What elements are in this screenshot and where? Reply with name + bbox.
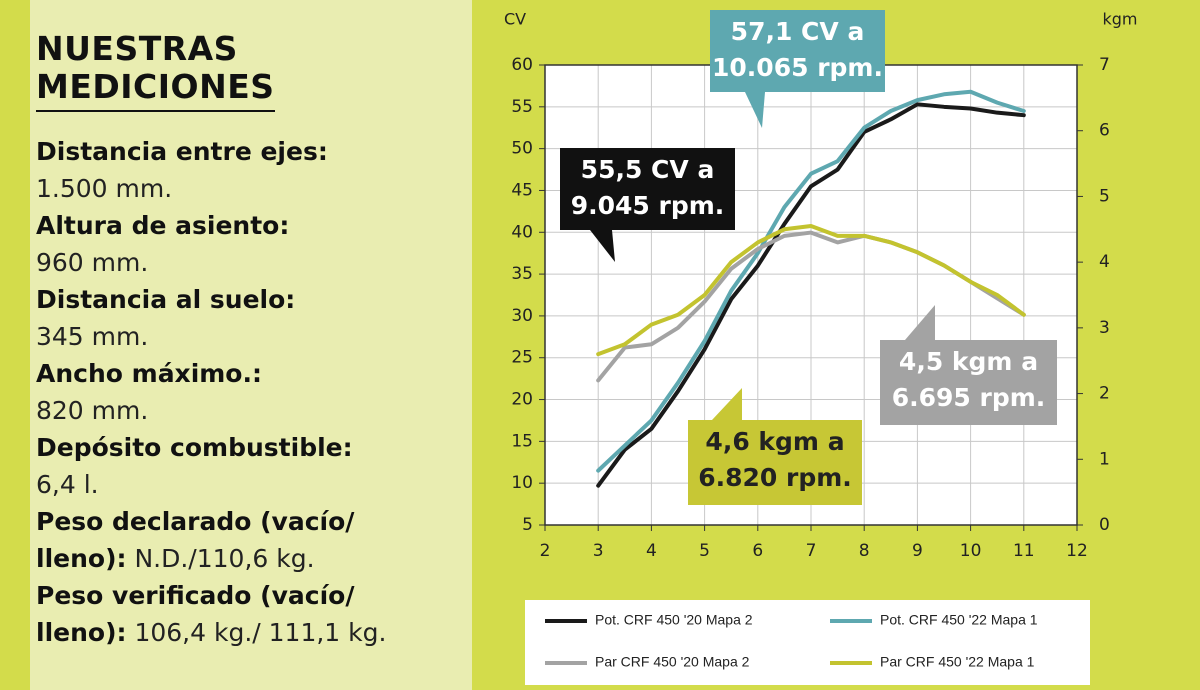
- legend-label: Pot. CRF 450 '22 Mapa 1: [880, 612, 1038, 628]
- spec-label: Peso verificado (vacío/ lleno):: [36, 581, 355, 647]
- spec-value: 960 mm.: [36, 248, 149, 277]
- x-tick-label: 11: [1013, 541, 1035, 561]
- legend-label: Par CRF 450 '22 Mapa 1: [880, 654, 1035, 670]
- x-tick-label: 10: [960, 541, 982, 561]
- callout-text: 9.045 rpm.: [571, 191, 725, 220]
- callout-box: [880, 340, 1057, 425]
- legend-label: Pot. CRF 450 '20 Mapa 2: [595, 612, 753, 628]
- callout-text: 57,1 CV a: [731, 17, 865, 46]
- spec: Peso declarado (vacío/ lleno): N.D./110,…: [36, 503, 436, 577]
- spec-list: Distancia entre ejes: 1.500 mm. Altura de…: [36, 133, 436, 651]
- callout-pointer: [745, 92, 765, 128]
- x-tick-label: 6: [752, 541, 763, 561]
- callout-box: [560, 148, 735, 230]
- callout-text: 6.820 rpm.: [698, 463, 852, 492]
- title-line: NUESTRAS: [36, 29, 238, 68]
- y-tick-label: 20: [511, 390, 533, 410]
- spec-value: 345 mm.: [36, 322, 149, 351]
- spec-label: Depósito combustible:: [36, 433, 353, 462]
- callout-pointer: [590, 230, 615, 262]
- callout-text: 55,5 CV a: [581, 155, 715, 184]
- y-tick-label: 50: [511, 139, 533, 159]
- callout-text: 4,6 kgm a: [705, 427, 844, 456]
- panel-title: NUESTRAS MEDICIONES: [36, 30, 275, 112]
- x-tick-label: 8: [859, 541, 870, 561]
- x-tick-label: 3: [593, 541, 604, 561]
- spec-value: 820 mm.: [36, 396, 149, 425]
- callout-text: 4,5 kgm a: [899, 347, 1038, 376]
- y2-tick-label: 0: [1099, 515, 1110, 535]
- spec-value: N.D./110,6 kg.: [134, 544, 315, 573]
- spec-value: 6,4 l.: [36, 470, 99, 499]
- y-tick-label: 25: [511, 348, 533, 368]
- spec-value: 1.500 mm.: [36, 174, 173, 203]
- legend-box: [525, 600, 1090, 685]
- y-tick-label: 30: [511, 306, 533, 326]
- spec-label: Altura de asiento:: [36, 211, 290, 240]
- callout-text: 6.695 rpm.: [892, 383, 1046, 412]
- y2-tick-label: 5: [1099, 186, 1110, 206]
- y-axis-label: CV: [504, 10, 526, 29]
- y2-tick-label: 7: [1099, 55, 1110, 75]
- x-tick-label: 2: [540, 541, 551, 561]
- x-tick-label: 9: [912, 541, 923, 561]
- spec-label: Distancia al suelo:: [36, 285, 296, 314]
- x-tick-label: 4: [646, 541, 657, 561]
- spec: Depósito combustible: 6,4 l.: [36, 429, 436, 503]
- y-tick-label: 5: [522, 515, 533, 535]
- y-tick-label: 10: [511, 473, 533, 493]
- spec: Altura de asiento: 960 mm.: [36, 207, 436, 281]
- spec: Peso verificado (vacío/ lleno): 106,4 kg…: [36, 577, 436, 651]
- y2-tick-label: 1: [1099, 449, 1110, 469]
- y-tick-label: 45: [511, 180, 533, 200]
- y-tick-label: 55: [511, 97, 533, 117]
- legend-label: Par CRF 450 '20 Mapa 2: [595, 654, 750, 670]
- y-tick-label: 15: [511, 431, 533, 451]
- y2-axis-label: kgm: [1102, 10, 1137, 29]
- title-line: MEDICIONES: [36, 67, 275, 106]
- callout-text: 10.065 rpm.: [712, 53, 883, 82]
- y2-tick-label: 3: [1099, 318, 1110, 338]
- series-line: [596, 102, 1026, 488]
- callout-pointer: [905, 305, 935, 340]
- series-line: [596, 224, 1026, 357]
- spec-label: Peso declarado (vacío/ lleno):: [36, 507, 355, 573]
- spec: Distancia al suelo: 345 mm.: [36, 281, 436, 355]
- callout-pointer: [712, 388, 742, 420]
- spec-panel: [30, 0, 472, 690]
- spec: Distancia entre ejes: 1.500 mm.: [36, 133, 436, 207]
- x-tick-label: 12: [1066, 541, 1088, 561]
- y-tick-label: 35: [511, 264, 533, 284]
- spec: Ancho máximo.: 820 mm.: [36, 355, 436, 429]
- callout-box: [710, 10, 885, 92]
- spec-label: Ancho máximo.:: [36, 359, 262, 388]
- y2-tick-label: 6: [1099, 121, 1110, 141]
- series-line: [596, 89, 1026, 473]
- y-tick-label: 40: [511, 222, 533, 242]
- y2-tick-label: 4: [1099, 252, 1110, 272]
- y-tick-label: 60: [511, 55, 533, 75]
- callout-box: [688, 420, 862, 505]
- spec-value: 106,4 kg./ 111,1 kg.: [134, 618, 387, 647]
- spec-label: Distancia entre ejes:: [36, 137, 328, 166]
- x-tick-label: 5: [699, 541, 710, 561]
- y2-tick-label: 2: [1099, 384, 1110, 404]
- x-tick-label: 7: [806, 541, 817, 561]
